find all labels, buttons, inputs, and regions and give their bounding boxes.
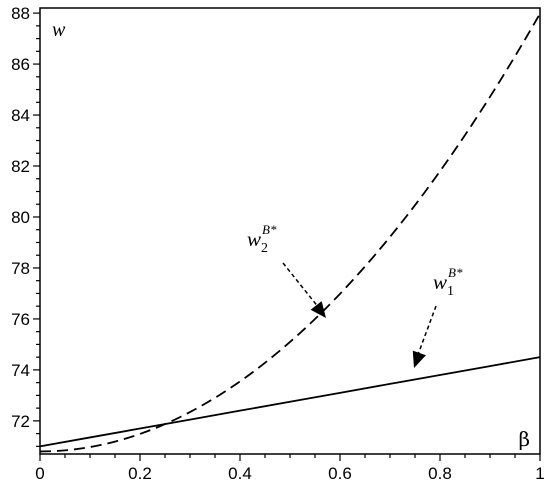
y-tick-label: 78 [11, 259, 30, 278]
arrow-head-icon [412, 350, 426, 368]
y-tick-label: 88 [11, 4, 30, 23]
x-tick-label: 0.4 [228, 464, 252, 483]
series-line-w2B* [39, 13, 541, 453]
annotation-w2B*: w2B* [247, 222, 326, 318]
x-tick-label: 0.6 [328, 464, 352, 483]
tick-labels: 0 0.2 0.4 0.6 0.8 1 72 74 76 78 80 82 84 86 88 [11, 4, 545, 483]
plot-frame [39, 7, 541, 455]
y-tick-label: 82 [11, 157, 30, 176]
y-tick-label: 80 [11, 208, 30, 227]
annotation-label: w2B* [247, 222, 277, 256]
y-tick-label: 74 [11, 361, 30, 380]
x-tick-label: 0.2 [128, 464, 152, 483]
series-line-w1B* [39, 356, 541, 448]
x-axis-label: β [518, 427, 530, 451]
arrow-shaft [415, 305, 437, 361]
y-tick-label: 76 [11, 310, 30, 329]
y-tick-label: 84 [11, 106, 30, 125]
series-lines [39, 13, 541, 453]
arrow-head-icon [310, 301, 326, 318]
x-tick-label: 1 [535, 464, 544, 483]
y-axis-label: w [52, 19, 66, 41]
y-tick-label: 86 [11, 55, 30, 74]
annotations: w2B* w1B* [247, 222, 463, 368]
arrow-shaft [282, 262, 324, 314]
tick-marks [33, 12, 541, 461]
annotation-label: w1B* [433, 265, 463, 299]
annotation-w1B*: w1B* [412, 265, 463, 368]
x-tick-label: 0 [35, 464, 44, 483]
y-tick-label: 72 [11, 412, 30, 431]
x-tick-label: 0.8 [428, 464, 452, 483]
